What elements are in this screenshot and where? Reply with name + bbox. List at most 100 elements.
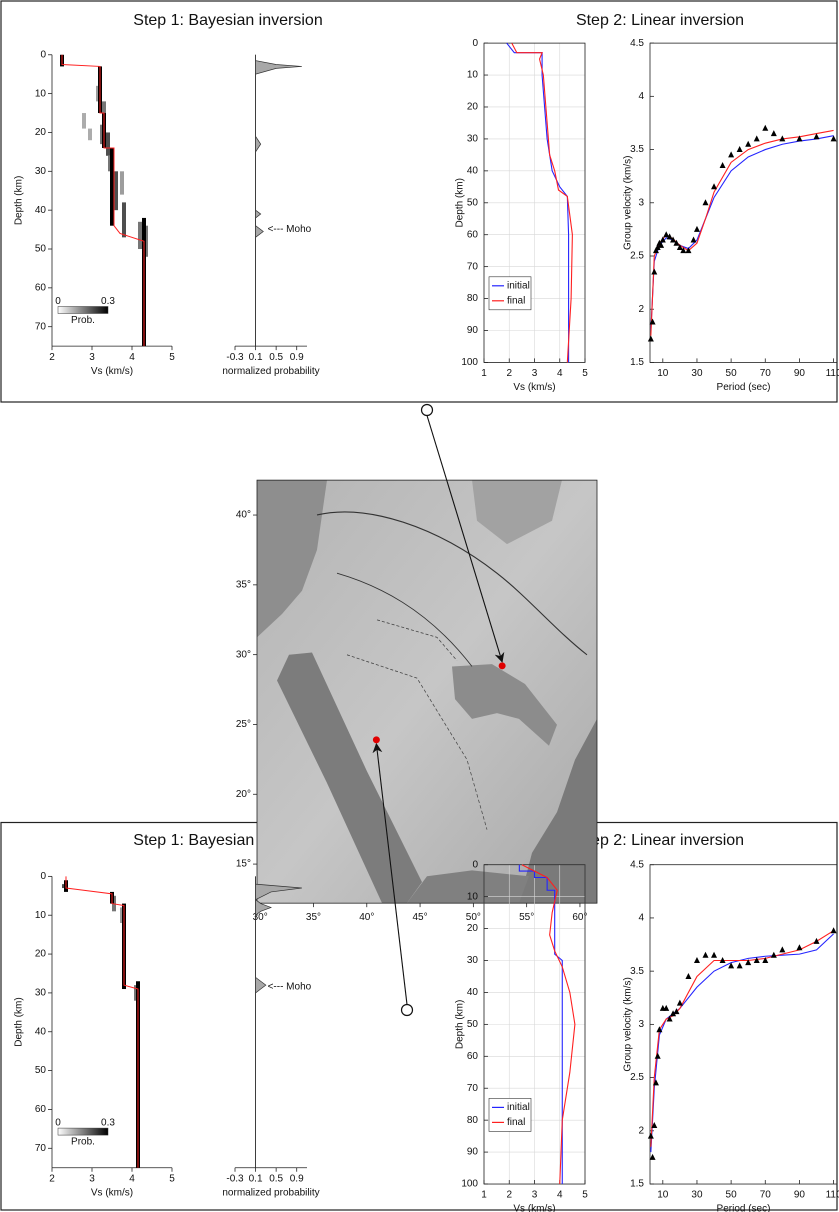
y-tick-label: 3.5	[630, 966, 644, 977]
observed-point	[694, 957, 700, 963]
legend-label: initial	[507, 1102, 530, 1113]
colorbar-tick-label: 0	[55, 296, 61, 307]
dispersion-curve	[651, 931, 834, 1147]
x-tick-label: 90	[794, 368, 806, 379]
x-tick-label: 35°	[306, 912, 321, 923]
observed-point	[691, 237, 697, 243]
y-tick-label: 50	[35, 244, 47, 255]
x-tick-label: 50	[726, 1190, 738, 1201]
y-tick-label: 3	[638, 1019, 644, 1030]
x-tick-label: 0.5	[269, 1173, 283, 1184]
x-tick-label: 4	[129, 352, 135, 363]
observed-point	[694, 226, 700, 232]
y-tick-label: 4.5	[630, 859, 644, 870]
y-tick-label: 2	[638, 1125, 644, 1136]
x-tick-label: 4	[557, 368, 563, 379]
y-tick-label: 60	[35, 282, 47, 293]
observed-point	[737, 962, 743, 968]
x-tick-label: 0.1	[249, 352, 263, 363]
observed-point	[814, 938, 820, 944]
y-tick-label: 2	[638, 304, 644, 315]
y-tick-label: 50	[467, 197, 479, 208]
observed-point	[685, 973, 691, 979]
y-tick-label: 20	[35, 949, 47, 960]
colorbar-tick-label: 0.3	[101, 1118, 115, 1129]
y-axis-label: Depth (km)	[455, 1000, 466, 1049]
x-tick-label: 110	[826, 1190, 839, 1201]
x-tick-label: 110	[826, 368, 839, 379]
x-tick-label: 50	[726, 368, 738, 379]
colorbar	[58, 1128, 108, 1135]
y-tick-label: 3.5	[630, 144, 644, 155]
x-tick-label: 90	[794, 1190, 806, 1201]
y-tick-label: 30	[35, 166, 47, 177]
y-tick-label: 4	[638, 913, 644, 924]
observed-point	[737, 146, 743, 152]
station-point	[373, 736, 380, 743]
x-axis-label: Vs (km/s)	[513, 382, 555, 393]
y-tick-label: 10	[467, 891, 479, 902]
x-tick-label: 2	[49, 1173, 55, 1184]
x-tick-label: 5	[582, 368, 588, 379]
probability-curve	[256, 55, 302, 346]
x-tick-label: 40°	[359, 912, 374, 923]
x-axis-label: Vs (km/s)	[91, 1187, 133, 1198]
y-tick-label: 70	[467, 261, 479, 272]
x-axis-label: Vs (km/s)	[91, 366, 133, 377]
x-tick-label: 30	[691, 1190, 703, 1201]
legend-label: initial	[507, 280, 530, 291]
panel-title: Step 2: Linear inversion	[576, 12, 744, 29]
y-tick-label: 80	[467, 293, 479, 304]
relief-map	[257, 480, 597, 903]
legend-label: final	[507, 1117, 525, 1128]
probability-cell	[106, 132, 110, 155]
x-axis-label: Vs (km/s)	[513, 1204, 555, 1212]
probability-cell	[110, 148, 114, 226]
y-tick-label: 60	[35, 1104, 47, 1115]
y-axis-label: Depth (km)	[14, 997, 25, 1046]
observed-point	[648, 1133, 654, 1139]
probability-cell	[138, 222, 142, 249]
x-tick-label: 3	[89, 352, 95, 363]
observed-point	[677, 1000, 683, 1006]
y-tick-label: 20	[467, 923, 479, 934]
observed-point	[720, 162, 726, 168]
y-tick-label: 30	[467, 134, 479, 145]
colorbar-label: Prob.	[71, 1137, 95, 1148]
colorbar-tick-label: 0	[55, 1118, 61, 1129]
probability-cell	[114, 171, 118, 210]
connector-circle	[422, 405, 433, 416]
x-tick-label: -0.3	[226, 352, 244, 363]
y-tick-label: 40	[35, 1026, 47, 1037]
y-tick-label: 15°	[236, 859, 251, 870]
y-tick-label: 35°	[236, 579, 251, 590]
y-tick-label: 90	[467, 1147, 479, 1158]
y-tick-label: 2.5	[630, 1072, 644, 1083]
y-tick-label: 20°	[236, 789, 251, 800]
x-tick-label: 70	[760, 368, 772, 379]
y-tick-label: 60	[467, 229, 479, 240]
dispersion-curve	[651, 136, 834, 331]
x-tick-label: 4	[557, 1190, 563, 1201]
y-tick-label: 30°	[236, 649, 251, 660]
x-tick-label: -0.3	[226, 1173, 244, 1184]
y-tick-label: 100	[461, 357, 478, 368]
x-tick-label: 0.9	[290, 352, 304, 363]
x-axis-label: Period (sec)	[717, 1204, 771, 1212]
panel-title: Step 1: Bayesian inversion	[133, 12, 322, 29]
plot-frame	[650, 43, 837, 362]
x-tick-label: 0.1	[249, 1173, 263, 1184]
y-tick-label: 70	[35, 1143, 47, 1154]
y-axis-label: Group velocity (km/s)	[623, 977, 634, 1071]
y-tick-label: 4	[638, 91, 644, 102]
x-tick-label: 45°	[413, 912, 428, 923]
observed-point	[754, 135, 760, 141]
y-tick-label: 40°	[236, 510, 251, 521]
y-axis-label: Depth (km)	[455, 178, 466, 227]
y-tick-label: 100	[461, 1179, 478, 1190]
y-tick-label: 90	[467, 325, 479, 336]
y-tick-label: 1.5	[630, 1179, 644, 1190]
y-tick-label: 2.5	[630, 251, 644, 262]
figure: Step 1: Bayesian inversion Step 2: Linea…	[0, 0, 839, 1212]
y-tick-label: 1.5	[630, 357, 644, 368]
